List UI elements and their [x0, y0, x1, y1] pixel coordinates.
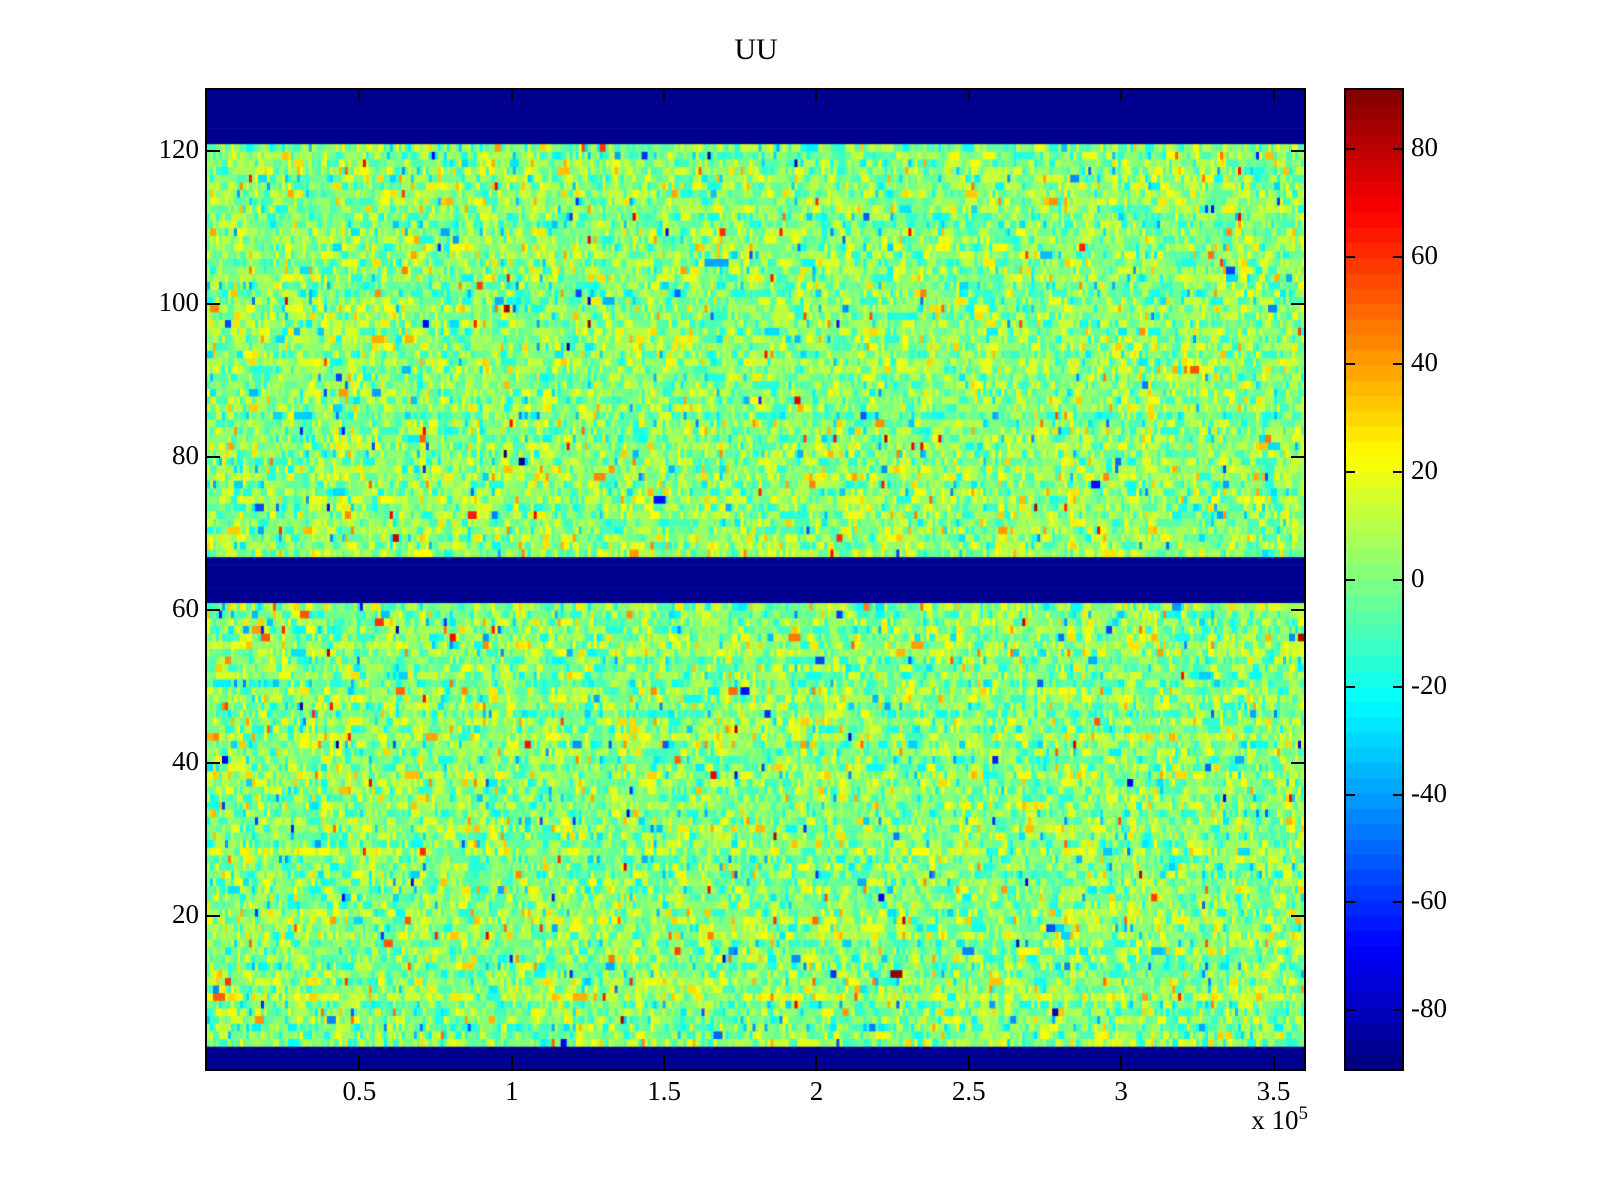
colorbar-tick-label: -60 — [1411, 885, 1447, 916]
x-tick-label: 1.5 — [647, 1076, 681, 1106]
colorbar-tick-mark — [1346, 255, 1355, 258]
colorbar-tick-mark — [1393, 1008, 1402, 1011]
colorbar-tick-mark — [1346, 148, 1355, 151]
colorbar-tick-mark — [1393, 793, 1402, 796]
colorbar-tick-label: 0 — [1411, 562, 1425, 593]
colorbar-tick-mark — [1346, 470, 1355, 473]
x-tick-mark — [663, 1056, 666, 1069]
y-tick-mark-right — [1291, 915, 1304, 918]
colorbar-tick-mark — [1393, 255, 1402, 258]
y-tick-label: 20 — [172, 899, 199, 930]
y-tick-mark-right — [1291, 762, 1304, 765]
y-tick-label: 60 — [172, 593, 199, 624]
x-tick-label: 1 — [504, 1076, 519, 1106]
plot-border — [205, 88, 1306, 1071]
x-tick-mark-top — [358, 90, 361, 101]
colorbar-tick-mark — [1346, 578, 1355, 581]
colorbar-tick-mark — [1393, 470, 1402, 473]
y-tick-label: 120 — [158, 134, 200, 165]
colorbar-tick-mark — [1346, 1008, 1355, 1011]
colorbar-tick-mark — [1393, 148, 1402, 151]
x-tick-label: 2 — [809, 1076, 824, 1106]
x-tick-mark — [358, 1056, 361, 1069]
y-tick-mark — [207, 762, 220, 765]
y-tick-mark — [207, 456, 220, 459]
colorbar-tick-label: -80 — [1411, 992, 1447, 1023]
x-tick-mark — [1272, 1056, 1275, 1069]
y-tick-mark-right — [1291, 150, 1304, 153]
y-tick-mark-right — [1291, 303, 1304, 306]
x-tick-label: 0.5 — [342, 1076, 377, 1106]
x-tick-mark-top — [1120, 90, 1123, 101]
colorbar-tick-label: 20 — [1411, 454, 1438, 485]
y-tick-label: 40 — [172, 746, 199, 777]
x-tick-mark-top — [815, 90, 818, 101]
y-tick-mark — [207, 915, 220, 918]
x-axis-exponent: x 105 — [1146, 1103, 1308, 1136]
y-tick-label: 80 — [172, 440, 199, 471]
x-tick-label: 3 — [1114, 1076, 1128, 1106]
x-tick-mark-top — [663, 90, 666, 101]
x-tick-mark — [510, 1056, 513, 1069]
x-tick-mark — [1120, 1056, 1123, 1069]
x-tick-mark-top — [510, 90, 513, 101]
colorbar-tick-label: 80 — [1411, 132, 1438, 163]
colorbar-canvas — [1346, 90, 1402, 1069]
x-tick-mark-top — [967, 90, 970, 101]
x-exponent-prefix: x 10 — [1251, 1105, 1299, 1135]
colorbar-tick-mark — [1393, 363, 1402, 366]
colorbar-tick-mark — [1393, 686, 1402, 689]
colorbar-tick-label: 40 — [1411, 347, 1438, 378]
y-tick-mark — [207, 303, 220, 306]
colorbar-tick-mark — [1393, 578, 1402, 581]
y-tick-mark-right — [1291, 456, 1304, 459]
colorbar-tick-mark — [1346, 363, 1355, 366]
y-tick-mark — [207, 150, 220, 153]
colorbar-border — [1344, 88, 1404, 1071]
y-tick-label: 100 — [158, 287, 200, 318]
chart-title: UU — [734, 33, 778, 66]
x-tick-mark — [815, 1056, 818, 1069]
colorbar-tick-mark — [1346, 686, 1355, 689]
x-exponent-power: 5 — [1298, 1103, 1309, 1124]
colorbar-tick-mark — [1346, 793, 1355, 796]
x-tick-mark-top — [1272, 90, 1275, 101]
colorbar-tick-mark — [1393, 901, 1402, 904]
colorbar-tick-label: 60 — [1411, 239, 1438, 270]
y-tick-mark — [207, 609, 220, 612]
x-tick-label: 2.5 — [951, 1076, 986, 1106]
y-tick-mark-right — [1291, 609, 1304, 612]
colorbar-tick-label: -20 — [1411, 670, 1447, 701]
colorbar-tick-mark — [1346, 901, 1355, 904]
heatmap-canvas — [207, 90, 1304, 1069]
colorbar-tick-label: -40 — [1411, 777, 1447, 808]
x-tick-label: 3.5 — [1256, 1076, 1291, 1106]
x-tick-mark — [967, 1056, 970, 1069]
